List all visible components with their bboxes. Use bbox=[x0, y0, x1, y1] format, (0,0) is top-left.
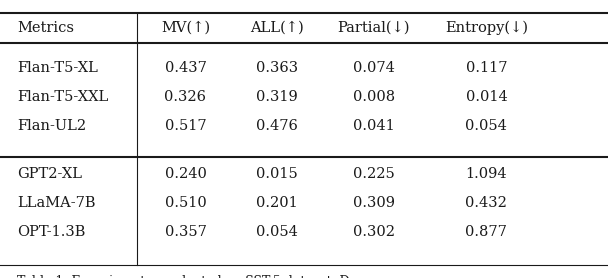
Text: 0.015: 0.015 bbox=[256, 167, 297, 181]
Text: 0.054: 0.054 bbox=[256, 225, 297, 239]
Text: 0.041: 0.041 bbox=[353, 119, 395, 133]
Text: 0.357: 0.357 bbox=[165, 225, 206, 239]
Text: 0.054: 0.054 bbox=[466, 119, 507, 133]
Text: 0.117: 0.117 bbox=[466, 61, 507, 75]
Text: 0.363: 0.363 bbox=[255, 61, 298, 75]
Text: 0.074: 0.074 bbox=[353, 61, 395, 75]
Text: MV(↑): MV(↑) bbox=[161, 21, 210, 35]
Text: 0.877: 0.877 bbox=[466, 225, 507, 239]
Text: 0.510: 0.510 bbox=[165, 196, 206, 210]
Text: OPT-1.3B: OPT-1.3B bbox=[17, 225, 85, 239]
Text: 0.437: 0.437 bbox=[165, 61, 206, 75]
Text: 0.432: 0.432 bbox=[466, 196, 507, 210]
Text: 0.240: 0.240 bbox=[165, 167, 206, 181]
Text: 1.094: 1.094 bbox=[466, 167, 507, 181]
Text: ALL(↑): ALL(↑) bbox=[250, 21, 303, 35]
Text: Table 1: Experiments conducted on SST-5 dataset. D...: Table 1: Experiments conducted on SST-5 … bbox=[17, 275, 361, 278]
Text: 0.476: 0.476 bbox=[256, 119, 297, 133]
Text: Flan-T5-XL: Flan-T5-XL bbox=[17, 61, 98, 75]
Text: Partial(↓): Partial(↓) bbox=[337, 21, 410, 35]
Text: LLaMA-7B: LLaMA-7B bbox=[17, 196, 95, 210]
Text: Flan-T5-XXL: Flan-T5-XXL bbox=[17, 90, 108, 104]
Text: 0.302: 0.302 bbox=[353, 225, 395, 239]
Text: Flan-UL2: Flan-UL2 bbox=[17, 119, 86, 133]
Text: 0.008: 0.008 bbox=[353, 90, 395, 104]
Text: Entropy(↓): Entropy(↓) bbox=[445, 21, 528, 35]
Text: 0.309: 0.309 bbox=[353, 196, 395, 210]
Text: 0.326: 0.326 bbox=[164, 90, 207, 104]
Text: GPT2-XL: GPT2-XL bbox=[17, 167, 82, 181]
Text: 0.014: 0.014 bbox=[466, 90, 507, 104]
Text: 0.201: 0.201 bbox=[256, 196, 297, 210]
Text: 0.517: 0.517 bbox=[165, 119, 206, 133]
Text: 0.225: 0.225 bbox=[353, 167, 395, 181]
Text: 0.319: 0.319 bbox=[256, 90, 297, 104]
Text: Metrics: Metrics bbox=[17, 21, 74, 35]
